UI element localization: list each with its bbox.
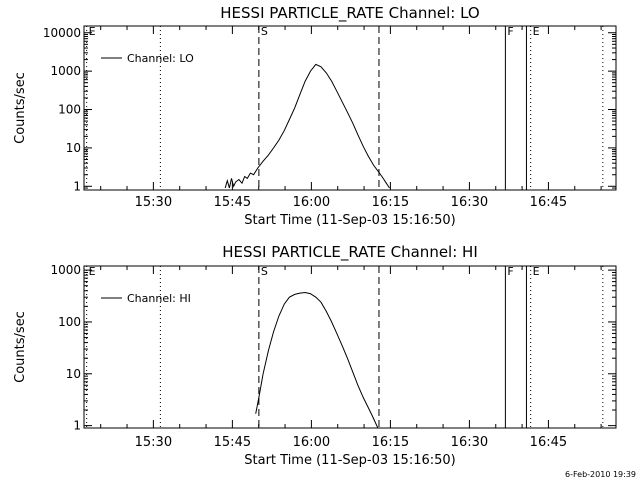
y-tick-label: 10 — [66, 367, 81, 381]
y-axis-label: Counts/sec — [13, 311, 28, 383]
event-marker-label: F — [507, 265, 513, 278]
y-tick-label: 1000 — [50, 64, 81, 78]
y-tick-label: 100 — [58, 315, 81, 329]
data-series-line — [255, 291, 379, 429]
x-tick-label: 15:45 — [214, 435, 251, 450]
chart-panel-2: HESSI PARTICLE_RATE Channel: HI 1 10 100 100… — [13, 243, 617, 468]
x-tick-label: 16:30 — [451, 435, 488, 450]
y-tick-label: 1000 — [50, 263, 81, 277]
event-marker-label: E — [89, 265, 96, 278]
y-axis-label: Counts/sec — [13, 72, 28, 144]
x-axis-label: Start Time (11-Sep-03 15:16:50) — [244, 213, 455, 228]
event-marker-label: E — [533, 25, 540, 38]
x-tick-label: 16:00 — [293, 195, 330, 210]
event-marker-label: S — [261, 25, 268, 38]
x-tick-label: 16:15 — [372, 435, 409, 450]
x-tick-label: 15:30 — [135, 435, 172, 450]
footer-date: 6-Feb-2010 19:39 — [565, 470, 636, 479]
event-marker-label: E — [533, 265, 540, 278]
chart-title: HESSI PARTICLE_RATE Channel: LO — [220, 4, 479, 23]
y-tick-label: 100 — [58, 103, 81, 117]
x-tick-label: 16:45 — [530, 435, 567, 450]
event-marker-label: F — [507, 25, 513, 38]
x-axis-label: Start Time (11-Sep-03 15:16:50) — [244, 453, 455, 468]
data-series-line — [224, 63, 390, 189]
chart-title: HESSI PARTICLE_RATE Channel: HI — [222, 243, 478, 262]
legend-label: Channel: HI — [127, 292, 191, 305]
x-tick-label: 16:15 — [372, 195, 409, 210]
plot-frame — [83, 25, 617, 191]
x-tick-label: 16:30 — [451, 195, 488, 210]
plot-frame — [83, 265, 617, 429]
event-marker-label: E — [89, 25, 96, 38]
event-marker-label: S — [261, 265, 268, 278]
y-tick-label: 1 — [73, 179, 81, 193]
x-tick-label: 15:45 — [214, 195, 251, 210]
x-tick-label: 15:30 — [135, 195, 172, 210]
y-tick-label: 1 — [73, 419, 81, 433]
y-tick-label: 10 — [66, 141, 81, 155]
y-tick-label: 10000 — [43, 26, 81, 40]
x-tick-label: 16:00 — [293, 435, 330, 450]
chart-panel-1: HESSI PARTICLE_RATE Channel: LO 1 10 100 100… — [13, 4, 617, 228]
x-tick-label: 16:45 — [530, 195, 567, 210]
legend-label: Channel: LO — [127, 52, 194, 65]
